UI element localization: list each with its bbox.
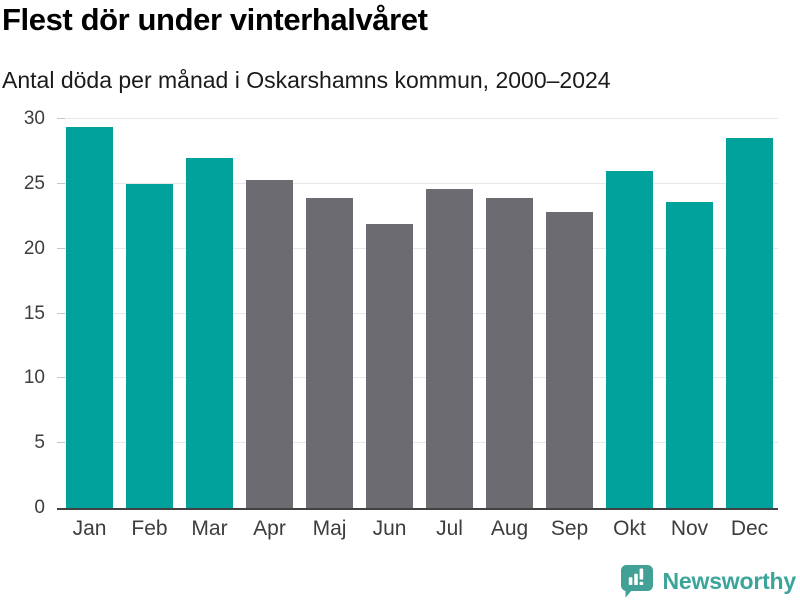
plot-area [57,118,778,510]
x-axis-label-jan: Jan [72,517,107,540]
y-tick-10 [57,377,65,379]
x-axis-label-nov: Nov [670,517,709,540]
x-axis-labels: Jan Feb Mar Apr Maj Jun Jul Aug Sep Okt Nov Dec [57,517,778,545]
bar-feb [126,183,173,508]
chart-subtitle: Antal döda per månad i Oskarshamns kommu… [2,67,611,93]
x-axis-label-jun: Jun [372,517,407,540]
x-axis-label-okt: Okt [613,517,646,540]
bar-jun [366,224,413,508]
y-axis-label-20: 20 [23,237,45,259]
y-tick-20 [57,247,65,249]
bar-maj [306,198,353,508]
x-axis-label-mar: Mar [191,517,228,540]
x-axis-label-feb: Feb [131,517,168,540]
bar-dec [726,138,773,508]
bar-chart: Flest dör under vinterhalvåret Antal död… [0,2,778,545]
bar-jul [426,189,473,508]
newsworthy-logo-icon [620,565,653,598]
bar-okt [606,170,653,508]
y-axis-label-10: 10 [23,367,45,389]
x-axis-label-aug: Aug [490,517,529,540]
brand-footer: Newsworthy [618,564,796,598]
gridline-30 [57,118,778,119]
x-axis-label-apr: Apr [253,517,286,540]
y-axis-label-30: 30 [23,108,45,129]
y-axis-label-25: 25 [23,172,45,194]
gridline-20 [57,247,778,249]
y-tick-15 [57,312,65,314]
x-axis-label-sep: Sep [550,517,589,540]
y-axis-label-15: 15 [23,302,45,324]
gridline-25 [57,182,778,184]
y-axis-labels: 0 5 10 15 20 25 30 [0,108,45,518]
y-tick-30 [57,118,65,119]
brand-name: Newsworthy [662,567,797,594]
bar-apr [246,179,293,508]
y-axis-label-5: 5 [34,432,45,454]
x-axis-label-dec: Dec [730,517,769,540]
y-tick-5 [57,442,65,444]
chart-title: Flest dör under vinterhalvåret [2,2,428,37]
bar-nov [666,202,713,508]
bar-jan [66,126,113,508]
y-tick-25 [57,182,65,184]
x-axis-label-maj: Maj [312,517,347,540]
bar-sep [546,212,593,508]
gridline-5 [57,442,778,444]
gridline-15 [57,312,778,314]
y-axis-label-0: 0 [34,497,45,518]
bar-mar [186,157,233,508]
bar-aug [486,198,533,508]
x-axis-label-jul: Jul [436,517,463,540]
gridline-10 [57,377,778,379]
